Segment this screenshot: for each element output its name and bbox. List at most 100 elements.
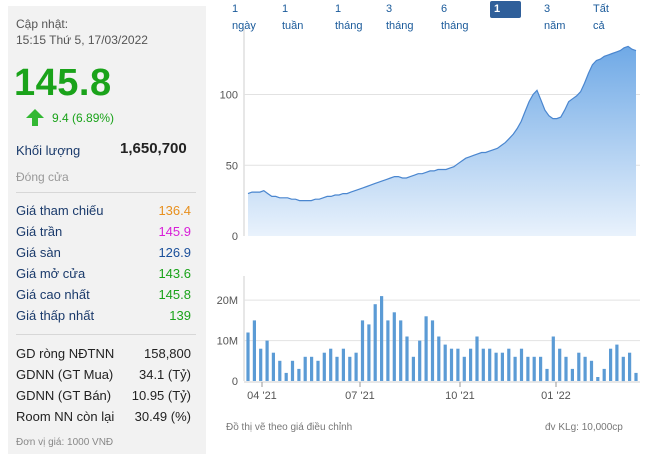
net-foreign-row: GD ròng NĐTNN 158,800 <box>16 346 191 364</box>
low-price-label: Giá thấp nhất <box>16 308 95 323</box>
volume-bar <box>443 344 447 381</box>
volume-bar <box>449 348 454 381</box>
foreign-sell-value: 10.95 (Tỷ) <box>131 388 191 403</box>
volume-bar <box>462 356 466 382</box>
update-time: 15:15 Thứ 5, 17/03/2022 <box>16 33 148 47</box>
volume-bar <box>583 356 587 382</box>
foreign-room-value: 30.49 (%) <box>134 409 191 424</box>
ceiling-price-label: Giá trần <box>16 224 63 239</box>
volume-bar <box>469 348 473 381</box>
volume-bar <box>475 336 479 381</box>
low-price-value: 139 <box>169 308 191 323</box>
volume-bar <box>481 348 485 381</box>
open-price-label: Giá mở cửa <box>16 266 86 281</box>
volume-bar <box>418 340 422 381</box>
foreign-room-label: Room NN còn lại <box>16 409 115 424</box>
x-tick-label: 01 '22 <box>541 390 571 402</box>
volume-bar <box>519 348 524 381</box>
volume-bar <box>589 360 594 381</box>
ceiling-price-value: 145.9 <box>158 224 191 239</box>
volume-bar <box>380 296 384 381</box>
volume-bar <box>545 368 549 381</box>
tab-1-week[interactable]: 1 tuần <box>282 3 304 32</box>
divider <box>16 334 196 335</box>
tab-6-months[interactable]: 6 tháng <box>441 3 469 32</box>
update-label: Cập nhật: <box>16 17 69 31</box>
tab-1-year[interactable]: 1 năm <box>490 1 521 32</box>
tab-3-months[interactable]: 3 tháng <box>386 3 414 32</box>
change-value: 9.4 (6.89%) <box>52 110 115 125</box>
volume-bar <box>322 352 326 381</box>
tab-all[interactable]: Tất cả <box>593 3 609 32</box>
foreign-buy-label: GDNN (GT Mua) <box>16 367 114 382</box>
tab-1-day[interactable]: 1 ngày <box>232 3 256 32</box>
volume-bar <box>577 352 581 381</box>
volume-bar <box>284 372 288 381</box>
high-price-row: Giá cao nhất 145.8 <box>16 287 191 305</box>
foreign-sell-label: GDNN (GT Bán) <box>16 388 112 403</box>
volume-bar <box>615 344 619 381</box>
tab-3-years[interactable]: 3 năm <box>544 3 566 32</box>
volume-bar <box>335 356 339 382</box>
adjusted-price-note: Đồ thị vẽ theo giá điều chỉnh <box>226 422 353 433</box>
high-price-value: 145.8 <box>158 287 191 302</box>
price-tick-label: 100 <box>220 90 238 102</box>
x-tick-label: 10 '21 <box>445 390 475 402</box>
volume-bar <box>602 368 606 381</box>
volume-bar <box>411 356 415 382</box>
volume-bar <box>500 352 504 381</box>
foreign-sell-row: GDNN (GT Bán) 10.95 (Tỷ) <box>16 388 191 406</box>
net-foreign-label: GD ròng NĐTNN <box>16 346 115 361</box>
volume-bar <box>259 348 263 381</box>
floor-price-value: 126.9 <box>158 245 191 260</box>
x-tick-label: 07 '21 <box>345 390 375 402</box>
volume-tick-label: 0 <box>232 376 238 388</box>
volume-bar <box>596 377 600 381</box>
volume-bar <box>558 348 562 381</box>
volume-bar <box>348 356 352 382</box>
volume-bar <box>424 316 428 381</box>
volume-bar <box>399 320 403 381</box>
volume-bar <box>246 332 250 381</box>
volume-bar <box>430 320 435 381</box>
price-tick-label: 0 <box>232 231 238 243</box>
volume-tick-label: 20M <box>217 295 238 307</box>
x-tick-label: 04 '21 <box>247 390 277 402</box>
foreign-buy-value: 34.1 (Tỷ) <box>138 367 191 382</box>
volume-bar <box>297 368 301 381</box>
volume-bar <box>278 360 282 381</box>
foreign-buy-row: GDNN (GT Mua) 34.1 (Tỷ) <box>16 367 191 385</box>
price-area-fill <box>248 46 636 237</box>
low-price-row: Giá thấp nhất 139 <box>16 308 191 326</box>
volume-bar <box>271 352 275 381</box>
ref-price-value: 136.4 <box>158 203 191 218</box>
volume-bar <box>303 356 307 382</box>
volume-bar <box>360 320 365 381</box>
high-price-label: Giá cao nhất <box>16 287 90 302</box>
info-panel: Cập nhật: 15:15 Thứ 5, 17/03/2022 145.8 … <box>8 6 206 454</box>
volume-bar <box>488 348 492 381</box>
ceiling-price-row: Giá trần 145.9 <box>16 224 191 242</box>
foreign-room-row: Room NN còn lại 30.49 (%) <box>16 409 191 427</box>
net-foreign-value: 158,800 <box>144 346 191 361</box>
current-price: 145.8 <box>14 62 112 104</box>
ref-price-label: Giá tham chiếu <box>16 203 104 218</box>
volume-bar <box>252 320 256 381</box>
volume-bar <box>367 324 371 381</box>
price-tick-label: 50 <box>226 160 238 172</box>
volume-bar <box>392 312 396 381</box>
open-price-row: Giá mở cửa 143.6 <box>16 266 191 284</box>
close-label: Đóng cửa <box>16 170 69 184</box>
volume-bar <box>456 348 460 381</box>
volume-bar <box>634 372 638 381</box>
volume-bar <box>437 336 441 381</box>
volume-bar <box>341 348 345 381</box>
tab-1-month[interactable]: 1 tháng <box>335 3 363 32</box>
volume-bar <box>354 352 358 381</box>
volume-bar <box>507 348 511 381</box>
volume-bar <box>329 348 333 381</box>
price-line <box>247 45 637 202</box>
volume-bar <box>265 340 269 381</box>
volume-bar <box>316 360 320 381</box>
